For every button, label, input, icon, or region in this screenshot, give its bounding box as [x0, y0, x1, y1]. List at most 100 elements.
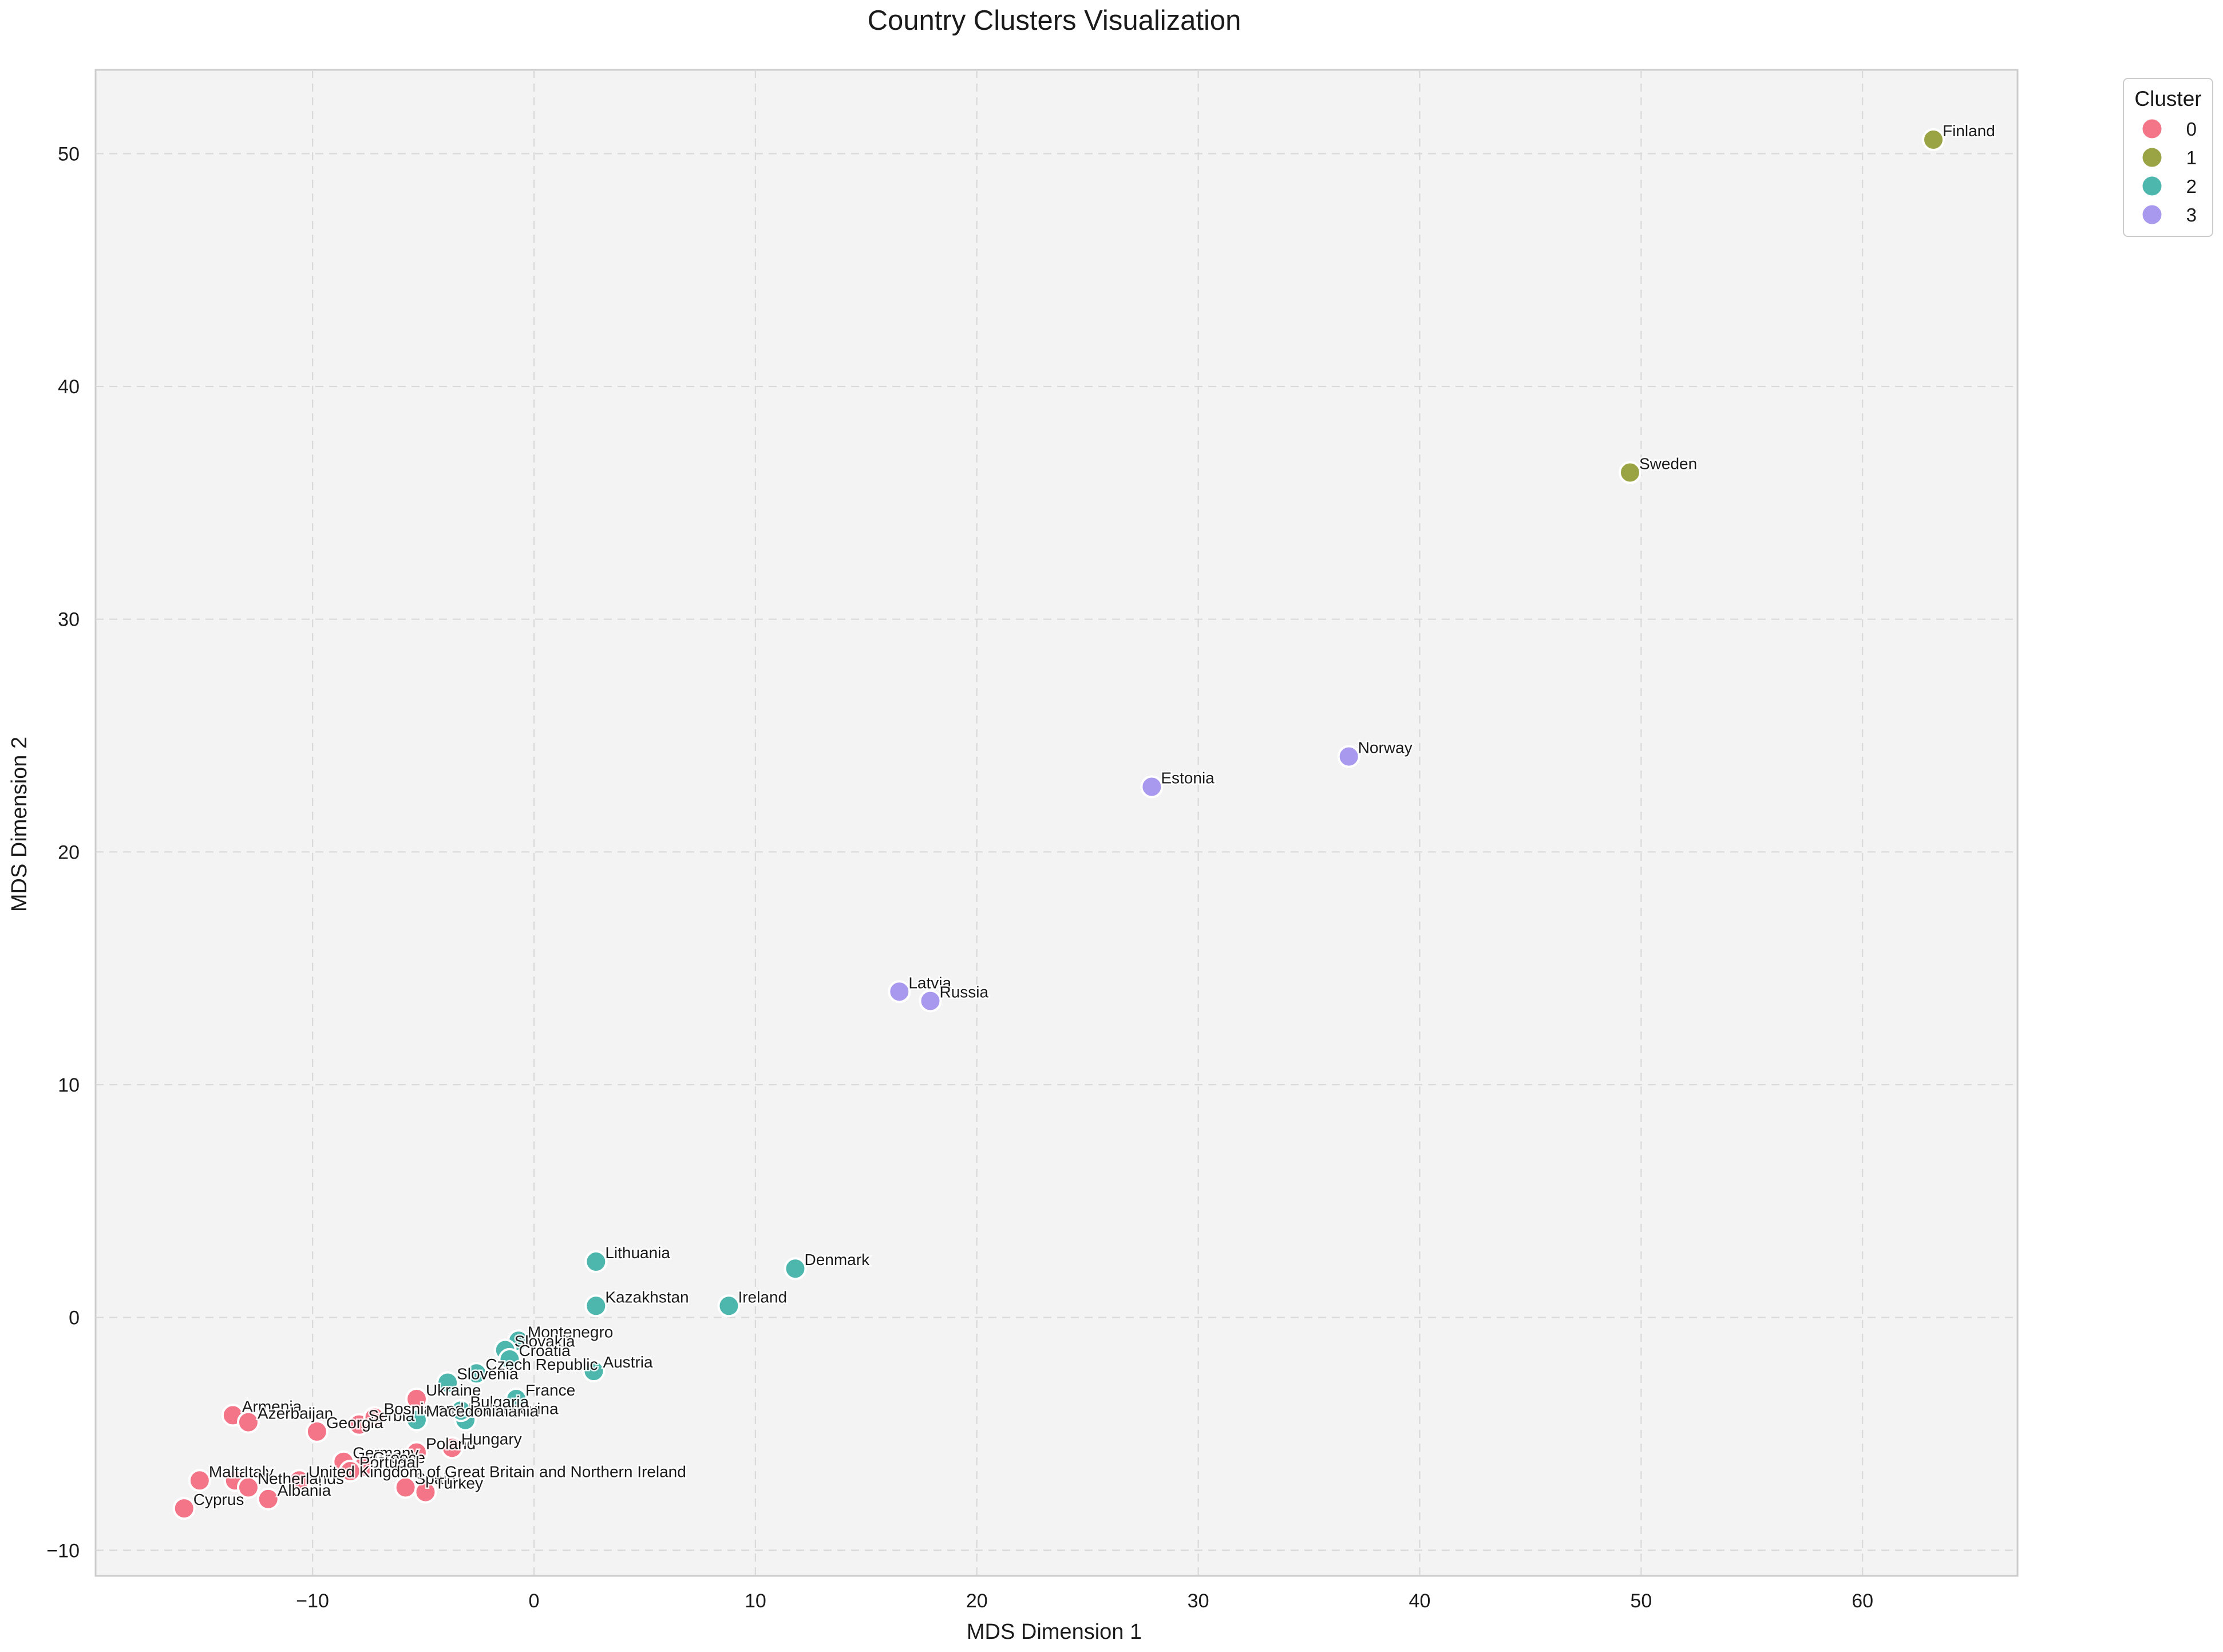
point-label: Azerbaijan	[258, 1405, 333, 1422]
point-label: Portugal	[359, 1453, 419, 1471]
data-point	[919, 989, 942, 1013]
data-point	[498, 1347, 521, 1371]
point-label: Ireland	[738, 1288, 787, 1306]
x-tick-label: −10	[296, 1590, 329, 1612]
legend-title: Cluster	[2134, 87, 2201, 110]
point-label: Hungary	[461, 1430, 522, 1448]
x-tick-label: 50	[1630, 1590, 1652, 1612]
legend-entries: 0 1 2 3	[2141, 117, 2197, 226]
point-label: Slovenia	[457, 1365, 519, 1382]
point-label: Malta	[209, 1463, 248, 1480]
y-tick-label: 30	[58, 609, 80, 631]
point-label: Turkey	[434, 1475, 483, 1492]
point-label: France	[525, 1381, 575, 1399]
point-label: Kazakhstan	[605, 1288, 689, 1306]
data-point	[1140, 775, 1164, 799]
point-label: Croatia	[519, 1342, 571, 1359]
y-tick-label: −10	[46, 1540, 80, 1562]
data-point	[505, 1387, 528, 1410]
legend: Cluster 0 1 2 3	[2123, 78, 2213, 237]
point-label: Romania	[474, 1402, 539, 1420]
data-point	[1618, 461, 1641, 484]
data-point	[584, 1294, 608, 1318]
data-point	[1921, 128, 1945, 151]
x-tick-label: 30	[1188, 1590, 1209, 1612]
data-point	[584, 1250, 608, 1274]
point-label: Slovakia	[515, 1333, 575, 1350]
data-point	[436, 1371, 460, 1394]
data-point	[287, 1469, 311, 1492]
point-label: Bulgaria	[470, 1393, 529, 1410]
point-label: Czech Republic	[485, 1355, 598, 1373]
point-label: Bosnia and Herzegovina	[383, 1400, 559, 1417]
data-point	[256, 1487, 280, 1511]
point-label: Netherlands	[258, 1469, 344, 1487]
data-point	[717, 1294, 741, 1318]
point-label: Norway	[1358, 739, 1413, 757]
legend-marker	[2141, 146, 2163, 169]
data-point	[172, 1497, 196, 1520]
data-point	[405, 1408, 428, 1432]
y-tick-label: 20	[58, 841, 80, 863]
point-label: Albania	[278, 1481, 331, 1499]
y-axis-label: MDS Dimension 2	[7, 737, 31, 912]
data-point	[582, 1359, 606, 1383]
point-label: United Kingdom of Great Britain and Nort…	[308, 1463, 686, 1480]
data-point	[338, 1460, 362, 1483]
point-label: Serbia	[368, 1407, 414, 1425]
y-tick-label: 0	[69, 1307, 80, 1329]
point-label: Latvia	[908, 974, 951, 991]
data-point	[888, 980, 911, 1003]
data-point	[449, 1399, 473, 1422]
point-label: Macedonia	[426, 1402, 504, 1420]
legend-box	[2123, 78, 2213, 237]
x-tick-label: 10	[745, 1590, 766, 1612]
point-label: Armenia	[242, 1397, 302, 1415]
point-label: Austria	[603, 1353, 653, 1371]
data-point	[465, 1362, 488, 1385]
y-tick-label: 10	[58, 1074, 80, 1096]
data-point	[1337, 745, 1360, 768]
point-label: Ukraine	[426, 1381, 481, 1399]
point-label: Montenegro	[528, 1323, 613, 1341]
legend-label: 3	[2186, 204, 2197, 226]
point-label: Greece	[373, 1449, 425, 1467]
y-tick-label: 40	[58, 376, 80, 398]
data-point	[236, 1410, 260, 1434]
data-point	[784, 1257, 807, 1281]
legend-label: 2	[2186, 176, 2197, 197]
data-point	[188, 1469, 211, 1492]
x-tick-label: 20	[966, 1590, 988, 1612]
point-label: Estonia	[1161, 769, 1215, 787]
data-point	[236, 1476, 260, 1499]
y-tick-label: 50	[58, 143, 80, 165]
legend-marker	[2141, 117, 2163, 140]
x-tick-label: 40	[1409, 1590, 1431, 1612]
x-axis-label: MDS Dimension 1	[967, 1620, 1142, 1644]
legend-marker	[2141, 175, 2163, 197]
data-points	[172, 128, 1945, 1520]
chart-title: Country Clusters Visualization	[868, 5, 1241, 36]
point-label: Spain	[415, 1469, 456, 1487]
data-point	[414, 1480, 437, 1504]
point-label: Poland	[426, 1434, 476, 1452]
point-label: Italy	[244, 1463, 274, 1480]
legend-label: 0	[2186, 118, 2197, 140]
point-label: Finland	[1943, 122, 1995, 140]
point-label: Denmark	[804, 1251, 870, 1268]
point-label: Germany	[353, 1444, 418, 1462]
x-tick-label: 0	[529, 1590, 540, 1612]
point-label: Cyprus	[193, 1491, 244, 1508]
point-label: Georgia	[326, 1414, 383, 1432]
axis-ticks: −10 0 10 20 30 40 50 60 −10 0 10 20 30 40 50	[46, 143, 1873, 1612]
data-point	[363, 1406, 386, 1429]
point-label: Lithuania	[605, 1244, 670, 1262]
data-point	[405, 1441, 428, 1464]
legend-marker	[2141, 203, 2163, 226]
point-label: Russia	[939, 983, 988, 1001]
data-point	[440, 1436, 464, 1460]
legend-label: 1	[2186, 147, 2197, 168]
grid	[96, 70, 2018, 1576]
